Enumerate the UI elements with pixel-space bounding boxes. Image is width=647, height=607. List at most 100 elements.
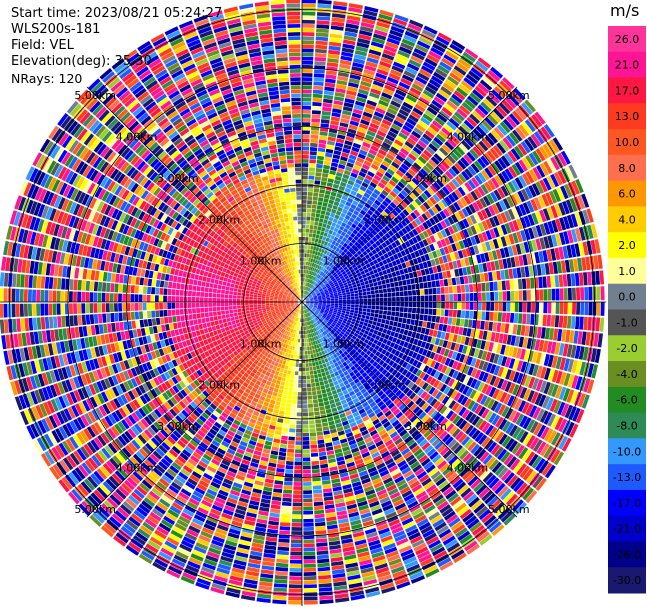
velocity-cell	[457, 293, 462, 301]
velocity-cell	[355, 329, 360, 335]
velocity-cell	[460, 396, 469, 406]
velocity-cell	[440, 264, 446, 272]
velocity-cell	[563, 373, 571, 387]
velocity-cell	[514, 336, 520, 347]
velocity-cell	[281, 509, 292, 515]
velocity-cell	[404, 225, 412, 233]
velocity-cell	[334, 300, 339, 302]
velocity-cell	[307, 249, 310, 254]
velocity-cell	[380, 265, 386, 271]
velocity-cell	[504, 323, 510, 334]
velocity-cell	[443, 317, 449, 325]
velocity-cell	[550, 315, 556, 327]
velocity-cell	[373, 220, 380, 227]
velocity-cell	[317, 280, 321, 284]
velocity-cell	[302, 224, 306, 229]
velocity-cell	[501, 406, 510, 418]
velocity-cell	[303, 295, 306, 299]
velocity-cell	[352, 229, 358, 235]
velocity-cell	[269, 454, 278, 460]
velocity-cell	[322, 363, 327, 368]
velocity-cell	[310, 279, 313, 284]
velocity-cell	[298, 330, 301, 335]
velocity-cell	[323, 320, 328, 324]
velocity-cell	[321, 248, 325, 254]
velocity-cell	[519, 203, 527, 216]
velocity-cell	[342, 297, 347, 300]
velocity-cell	[493, 281, 498, 291]
velocity-cell	[297, 346, 300, 351]
velocity-cell	[404, 140, 414, 149]
velocity-cell	[304, 282, 306, 286]
velocity-cell	[463, 319, 469, 328]
velocity-cell	[326, 300, 331, 302]
velocity-cell	[477, 311, 482, 320]
velocity-cell	[405, 66, 418, 76]
velocity-cell	[320, 292, 325, 295]
velocity-cell	[335, 275, 340, 280]
velocity-cell	[390, 25, 405, 34]
velocity-cell	[464, 98, 476, 110]
velocity-cell	[351, 250, 357, 256]
velocity-cell	[393, 119, 404, 128]
velocity-cell	[562, 245, 569, 259]
velocity-cell	[493, 86, 506, 98]
velocity-cell	[526, 313, 531, 325]
velocity-cell	[456, 447, 466, 458]
velocity-cell	[420, 302, 425, 308]
velocity-cell	[327, 54, 340, 60]
velocity-cell	[431, 389, 439, 398]
velocity-cell	[544, 464, 556, 479]
velocity-cell	[319, 289, 324, 293]
velocity-cell	[316, 269, 320, 274]
velocity-cell	[415, 369, 423, 377]
velocity-cell	[408, 272, 414, 279]
velocity-cell	[575, 178, 584, 194]
velocity-cell	[455, 404, 464, 414]
velocity-cell	[305, 241, 308, 245]
velocity-cell	[377, 373, 384, 380]
velocity-cell	[547, 354, 554, 368]
velocity-cell	[326, 271, 331, 276]
velocity-cell	[396, 302, 400, 307]
velocity-cell	[304, 278, 306, 282]
velocity-cell	[349, 312, 354, 316]
velocity-cell	[430, 337, 437, 345]
velocity-cell	[504, 153, 514, 165]
velocity-cell	[334, 242, 340, 247]
velocity-cell	[406, 195, 414, 203]
velocity-cell	[395, 89, 407, 97]
velocity-cell	[361, 18, 376, 25]
velocity-cell	[542, 208, 551, 221]
velocity-cell	[371, 202, 379, 210]
velocity-cell	[322, 102, 333, 108]
velocity-cell	[449, 302, 454, 309]
velocity-cell	[532, 167, 542, 180]
velocity-cell	[372, 141, 381, 149]
velocity-cell	[359, 321, 364, 325]
velocity-cell	[553, 400, 562, 414]
velocity-cell	[330, 25, 344, 31]
velocity-cell	[308, 358, 312, 363]
velocity-cell	[303, 539, 315, 544]
velocity-cell	[394, 57, 407, 66]
velocity-cell	[303, 531, 315, 535]
velocity-cell	[470, 443, 480, 455]
velocity-cell	[529, 437, 540, 450]
velocity-cell	[314, 513, 325, 519]
velocity-cell	[548, 190, 558, 204]
velocity-cell	[417, 140, 427, 149]
velocity-cell	[365, 156, 374, 163]
velocity-cell	[495, 249, 502, 259]
velocity-cell	[329, 225, 335, 231]
velocity-cell	[323, 379, 329, 385]
velocity-cell	[423, 177, 432, 187]
velocity-cell	[335, 285, 340, 289]
velocity-cell	[487, 132, 498, 144]
velocity-cell	[382, 328, 388, 334]
velocity-cell	[326, 182, 333, 188]
velocity-cell	[326, 446, 334, 452]
velocity-cell	[366, 199, 374, 206]
velocity-cell	[411, 352, 418, 359]
velocity-cell	[437, 32, 452, 43]
